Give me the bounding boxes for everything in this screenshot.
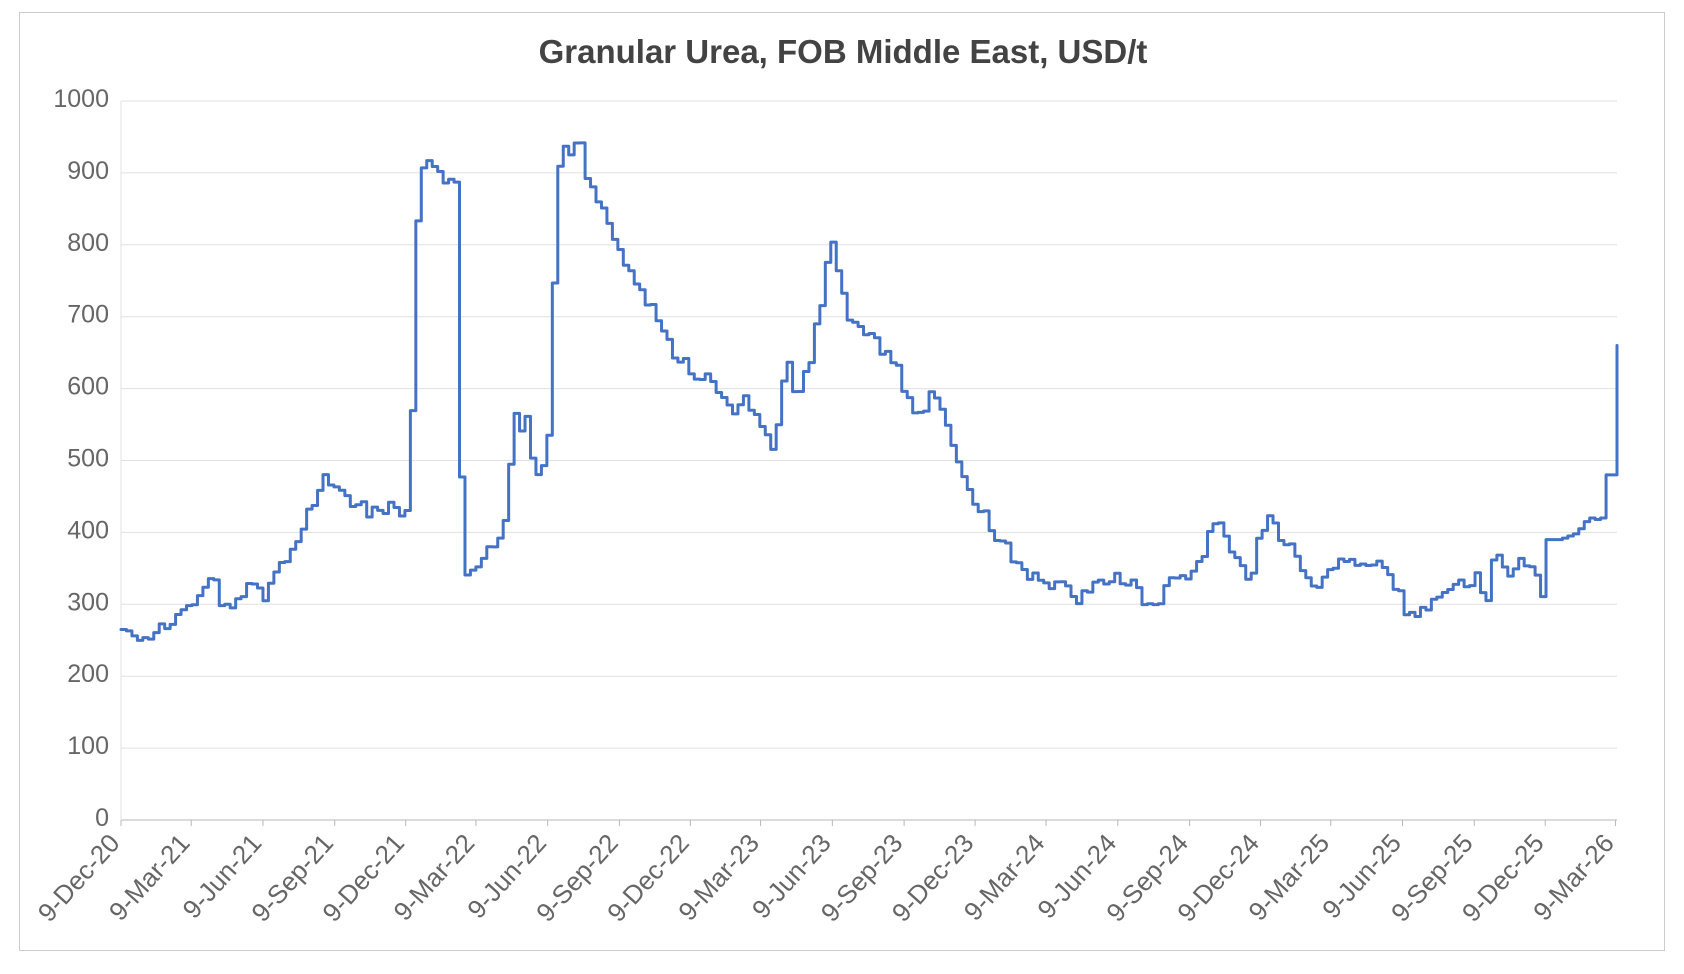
svg-text:900: 900: [67, 157, 109, 185]
svg-text:1000: 1000: [53, 85, 109, 113]
svg-text:700: 700: [67, 301, 109, 329]
svg-text:200: 200: [67, 660, 109, 688]
svg-text:600: 600: [67, 373, 109, 401]
svg-text:300: 300: [67, 588, 109, 616]
svg-text:500: 500: [67, 445, 109, 473]
svg-text:400: 400: [67, 516, 109, 544]
svg-text:100: 100: [67, 732, 109, 760]
svg-text:800: 800: [67, 229, 109, 257]
